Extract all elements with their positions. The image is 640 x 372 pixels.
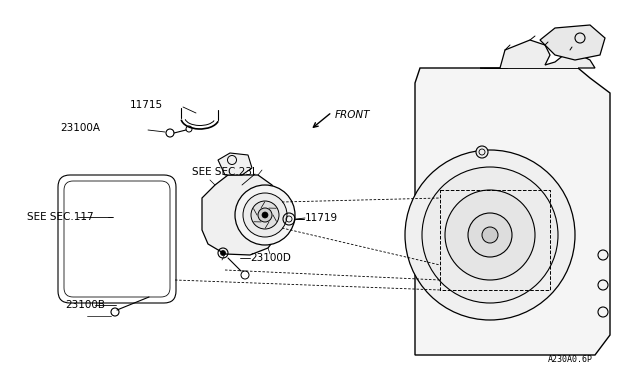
Polygon shape [202, 175, 280, 255]
Text: FRONT: FRONT [335, 110, 371, 120]
Circle shape [262, 212, 268, 218]
Circle shape [445, 190, 535, 280]
Bar [440, 190, 550, 290]
Circle shape [476, 146, 488, 158]
Polygon shape [480, 40, 595, 68]
Circle shape [243, 193, 287, 237]
Circle shape [258, 208, 272, 222]
Circle shape [482, 227, 498, 243]
Polygon shape [415, 68, 610, 355]
Text: 23100D: 23100D [250, 253, 291, 263]
Polygon shape [218, 153, 252, 175]
Circle shape [221, 250, 225, 256]
Text: A230A0.6P: A230A0.6P [547, 356, 593, 365]
Text: 23100B: 23100B [65, 300, 105, 310]
Circle shape [422, 167, 558, 303]
Circle shape [468, 213, 512, 257]
Text: 11719: 11719 [305, 213, 338, 223]
Text: 11715: 11715 [130, 100, 163, 110]
Polygon shape [540, 25, 605, 60]
Circle shape [235, 185, 295, 245]
Circle shape [251, 201, 279, 229]
Circle shape [405, 150, 575, 320]
Text: SEE SEC.117: SEE SEC.117 [27, 212, 93, 222]
Text: 23100A: 23100A [60, 123, 100, 133]
Text: SEE SEC.23I: SEE SEC.23I [192, 167, 255, 177]
